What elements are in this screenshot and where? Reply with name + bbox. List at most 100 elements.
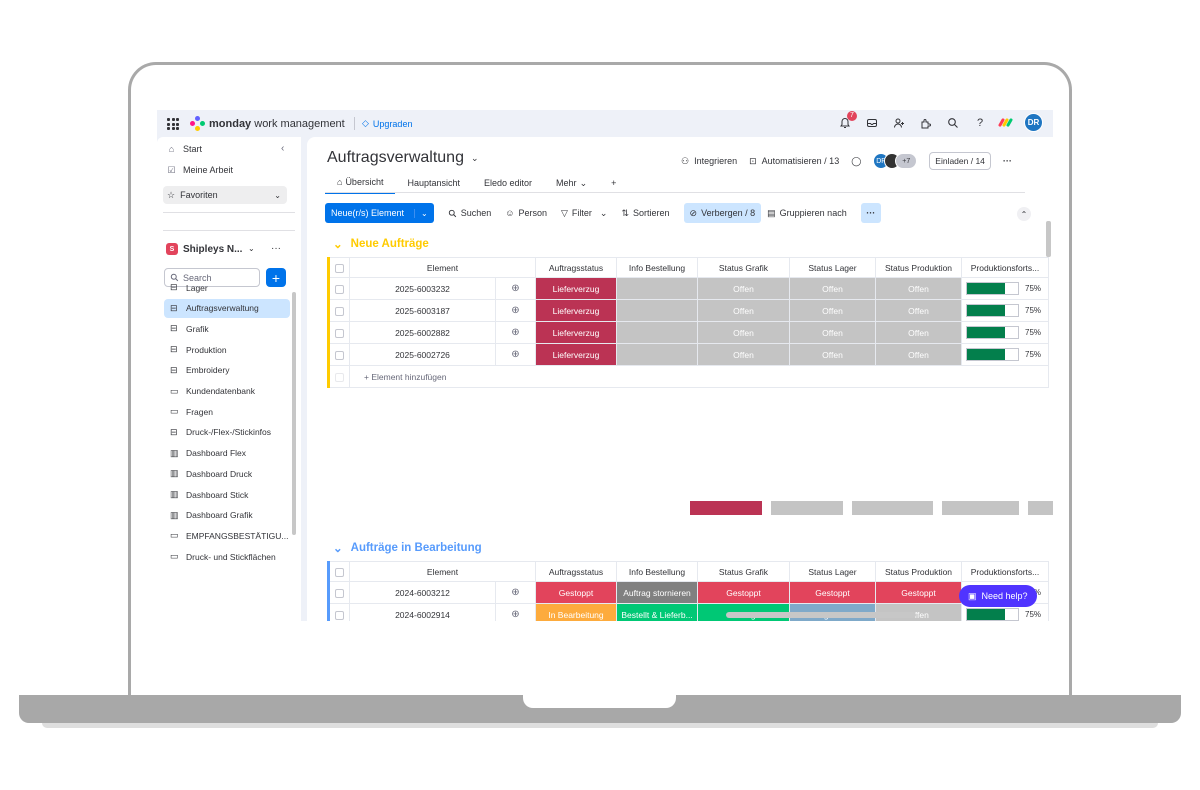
graphics-status-cell[interactable]: Offen xyxy=(697,321,790,344)
add-item-row[interactable]: + Element hinzufügen xyxy=(328,365,1049,388)
automate-button[interactable]: ⊡ Automatisieren / 13 xyxy=(749,155,840,167)
workspace-more-icon[interactable]: ··· xyxy=(271,243,281,254)
tab-1[interactable]: Hauptansicht xyxy=(407,178,460,188)
user-avatar[interactable]: DR xyxy=(1024,113,1043,132)
column-header[interactable]: Auftragsstatus xyxy=(535,561,617,582)
monday-logo[interactable]: monday work management xyxy=(190,116,345,131)
sidebar-board-item[interactable]: ▥ Dashboard Stick xyxy=(170,489,249,500)
sidebar-board-item[interactable]: ▭ Fragen xyxy=(170,406,213,417)
production-status-cell[interactable]: Offen xyxy=(875,299,962,322)
order-info-cell[interactable]: Bestellt & Lieferb... xyxy=(616,603,698,621)
graphics-status-cell[interactable]: Offen xyxy=(697,343,790,366)
help-icon[interactable]: ? xyxy=(976,116,984,129)
row-checkbox[interactable] xyxy=(328,603,350,621)
order-status-cell[interactable]: In Bearbeitung xyxy=(535,603,617,621)
sidebar-board-item[interactable]: ▥ Dashboard Druck xyxy=(170,468,253,479)
tab-4[interactable]: + xyxy=(611,178,617,188)
add-update-icon[interactable]: ⊕ xyxy=(495,321,536,344)
row-checkbox[interactable] xyxy=(328,299,350,322)
row-checkbox[interactable] xyxy=(328,321,350,344)
sort-button[interactable]: ⇅ Sortieren xyxy=(621,207,670,219)
sidebar-board-item[interactable]: ▭ EMPFANGSBESTÄTIGU... xyxy=(170,530,289,541)
select-all-checkbox[interactable] xyxy=(328,561,350,582)
add-update-icon[interactable]: ⊕ xyxy=(495,299,536,322)
upgrade-button[interactable]: ◇ Upgraden xyxy=(362,118,413,129)
select-all-checkbox[interactable] xyxy=(328,257,350,278)
search-button[interactable]: Suchen xyxy=(448,203,491,223)
sidebar-board-item[interactable]: ▥ Dashboard Flex xyxy=(170,447,247,459)
order-status-cell[interactable]: Lieferverzug xyxy=(535,343,617,366)
page-title[interactable]: Auftragsverwaltung ⌄ xyxy=(327,149,479,166)
workspace-selector[interactable]: S Shipleys N... xyxy=(166,243,242,255)
sidebar-board-item[interactable]: ▥ Dashboard Grafik xyxy=(170,509,253,521)
production-status-cell[interactable]: Offen xyxy=(875,343,962,366)
sidebar-board-item[interactable]: ▭ Druck- und Stickflächen xyxy=(170,551,276,562)
sidebar-board-item[interactable]: ⊟ Auftragsverwaltung xyxy=(164,298,290,318)
order-status-cell[interactable]: Gestoppt xyxy=(535,581,617,604)
notifications-bell-icon[interactable]: 7 xyxy=(837,110,857,131)
sidebar-board-item[interactable]: ⊟ Produktion xyxy=(170,344,227,355)
graphics-status-cell[interactable]: Gestoppt xyxy=(697,581,790,604)
group-title-auftraege-in-bearbeitung[interactable]: ⌄ Aufträge in Bearbeitung xyxy=(333,542,482,555)
column-header[interactable]: Status Produktion xyxy=(875,257,962,278)
sidebar-board-item[interactable]: ⊟ Embroidery xyxy=(170,364,230,376)
updates-icon[interactable]: ◯ xyxy=(851,155,862,166)
column-header[interactable]: Status Lager xyxy=(789,561,876,582)
table-row[interactable]: 2025-6003187 ⊕ Lieferverzug Offen Offen Offen… xyxy=(328,299,1049,322)
sidebar-board-item[interactable]: ⊟ Druck-/Flex-/Stickinfos xyxy=(170,426,272,438)
tab-2[interactable]: Eledo editor xyxy=(484,178,533,188)
row-checkbox[interactable] xyxy=(328,277,350,300)
production-status-cell[interactable]: Offen xyxy=(875,277,962,300)
graphics-status-cell[interactable]: Offen xyxy=(697,299,790,322)
row-checkbox[interactable] xyxy=(328,343,350,366)
chevron-down-icon[interactable]: ⌄ xyxy=(414,208,428,218)
add-update-icon[interactable]: ⊕ xyxy=(495,343,536,366)
order-info-cell[interactable]: Auftrag stornieren xyxy=(616,581,698,604)
new-item-button[interactable]: Neue(r/s) Element ⌄ xyxy=(325,203,434,223)
invite-button[interactable]: Einladen / 14 xyxy=(929,152,991,170)
warehouse-status-cell[interactable]: Offen xyxy=(789,277,876,300)
table-row[interactable]: 2025-6003232 ⊕ Lieferverzug Offen Offen Offen… xyxy=(328,277,1049,300)
order-info-cell[interactable] xyxy=(616,277,698,300)
sidebar-item-my-work[interactable]: ☑ Meine Arbeit xyxy=(167,164,234,176)
table-row[interactable]: 2024-6002914 ⊕ In Bearbeitung Bestellt & Li… xyxy=(328,603,1049,621)
column-header[interactable]: Element xyxy=(349,561,536,582)
sidebar-board-item[interactable]: ⊟ Lager xyxy=(170,282,208,293)
sidebar-scrollbar[interactable] xyxy=(292,292,296,535)
column-header[interactable]: Status Grafik xyxy=(697,561,790,582)
inbox-icon[interactable] xyxy=(864,115,880,131)
sidebar-search-input[interactable]: Search xyxy=(164,268,260,287)
warehouse-status-cell[interactable]: Offen xyxy=(789,299,876,322)
row-checkbox[interactable] xyxy=(328,581,350,604)
collapse-sidebar-icon[interactable]: ‹ xyxy=(281,143,285,154)
more-options-icon[interactable]: ··· xyxy=(1002,156,1012,166)
item-name[interactable]: 2024-6002914 xyxy=(349,603,496,621)
monday-products-icon[interactable] xyxy=(997,117,1014,128)
add-item-button[interactable]: + Element hinzufügen xyxy=(349,365,1049,388)
order-status-cell[interactable]: Lieferverzug xyxy=(535,321,617,344)
graphics-status-cell[interactable]: Offen xyxy=(697,277,790,300)
app-grid-icon[interactable] xyxy=(167,118,179,130)
column-header[interactable]: Info Bestellung xyxy=(616,561,698,582)
toolbar-more-button[interactable]: ··· xyxy=(860,203,881,223)
sidebar-board-item[interactable]: ▭ Kundendatenbank xyxy=(170,385,256,397)
group-by-button[interactable]: ▤ Gruppieren nach xyxy=(767,207,847,219)
order-status-cell[interactable]: Lieferverzug xyxy=(535,277,617,300)
add-board-button[interactable]: + xyxy=(266,268,286,287)
filter-button[interactable]: ▽ Filter ⌄ xyxy=(561,207,608,219)
favorites-section[interactable]: ☆ Favoriten ⌄ xyxy=(163,186,287,204)
sidebar-board-item[interactable]: ⊟ Grafik xyxy=(170,323,209,334)
tab-3[interactable]: Mehr ⌄ xyxy=(556,177,588,189)
person-filter-button[interactable]: ☺ Person xyxy=(505,208,547,218)
add-update-icon[interactable]: ⊕ xyxy=(495,581,536,604)
item-name[interactable]: 2025-6003232 xyxy=(349,277,496,300)
item-name[interactable]: 2025-6002882 xyxy=(349,321,496,344)
column-header[interactable]: Info Bestellung xyxy=(616,257,698,278)
order-info-cell[interactable] xyxy=(616,321,698,344)
integrate-button[interactable]: ⚇ Integrieren xyxy=(681,155,738,167)
column-header[interactable]: Auftragsstatus xyxy=(535,257,617,278)
invite-member-icon[interactable] xyxy=(891,115,907,131)
column-header[interactable]: Produktionsforts... xyxy=(961,257,1049,278)
item-name[interactable]: 2025-6003187 xyxy=(349,299,496,322)
column-header[interactable]: Status Produktion xyxy=(875,561,962,582)
